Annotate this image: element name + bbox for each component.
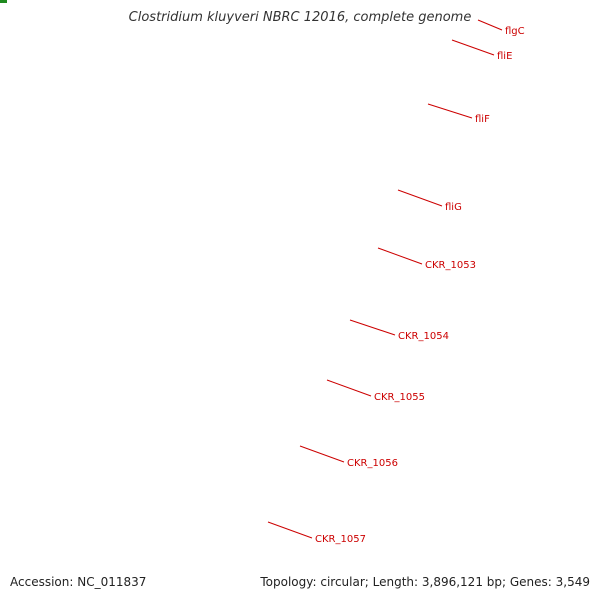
- gene-label: fliG: [445, 202, 462, 213]
- gene-label: CKR_1054: [398, 331, 449, 342]
- gene-label: CKR_1056: [347, 458, 398, 469]
- gene-label-leader: [397, 189, 443, 207]
- topology-label: Topology: circular; Length: 3,896,121 bp…: [260, 575, 590, 589]
- gene-label: CKR_1053: [425, 260, 476, 271]
- gene-label: fliF: [475, 114, 490, 125]
- gene-label-leader: [477, 19, 503, 31]
- map-title: Clostridium kluyveri NBRC 12016, complet…: [128, 10, 472, 25]
- accession-label: Accession: NC_011837: [10, 575, 147, 589]
- ruler-tick: [0, 0, 7, 3]
- gene-label-leader: [377, 247, 423, 265]
- gene-label-leader: [299, 445, 345, 463]
- gene-label-leader: [349, 319, 396, 336]
- gene-label-leader: [451, 39, 495, 56]
- gene-label-leader: [267, 521, 313, 539]
- gene-label: CKR_1057: [315, 534, 366, 545]
- gene-label: fliE: [497, 51, 512, 62]
- gene-label-leader: [427, 103, 473, 119]
- gene-label-leader: [326, 379, 372, 397]
- gene-label: CKR_1055: [374, 392, 425, 403]
- gene-label: flgC: [505, 26, 525, 37]
